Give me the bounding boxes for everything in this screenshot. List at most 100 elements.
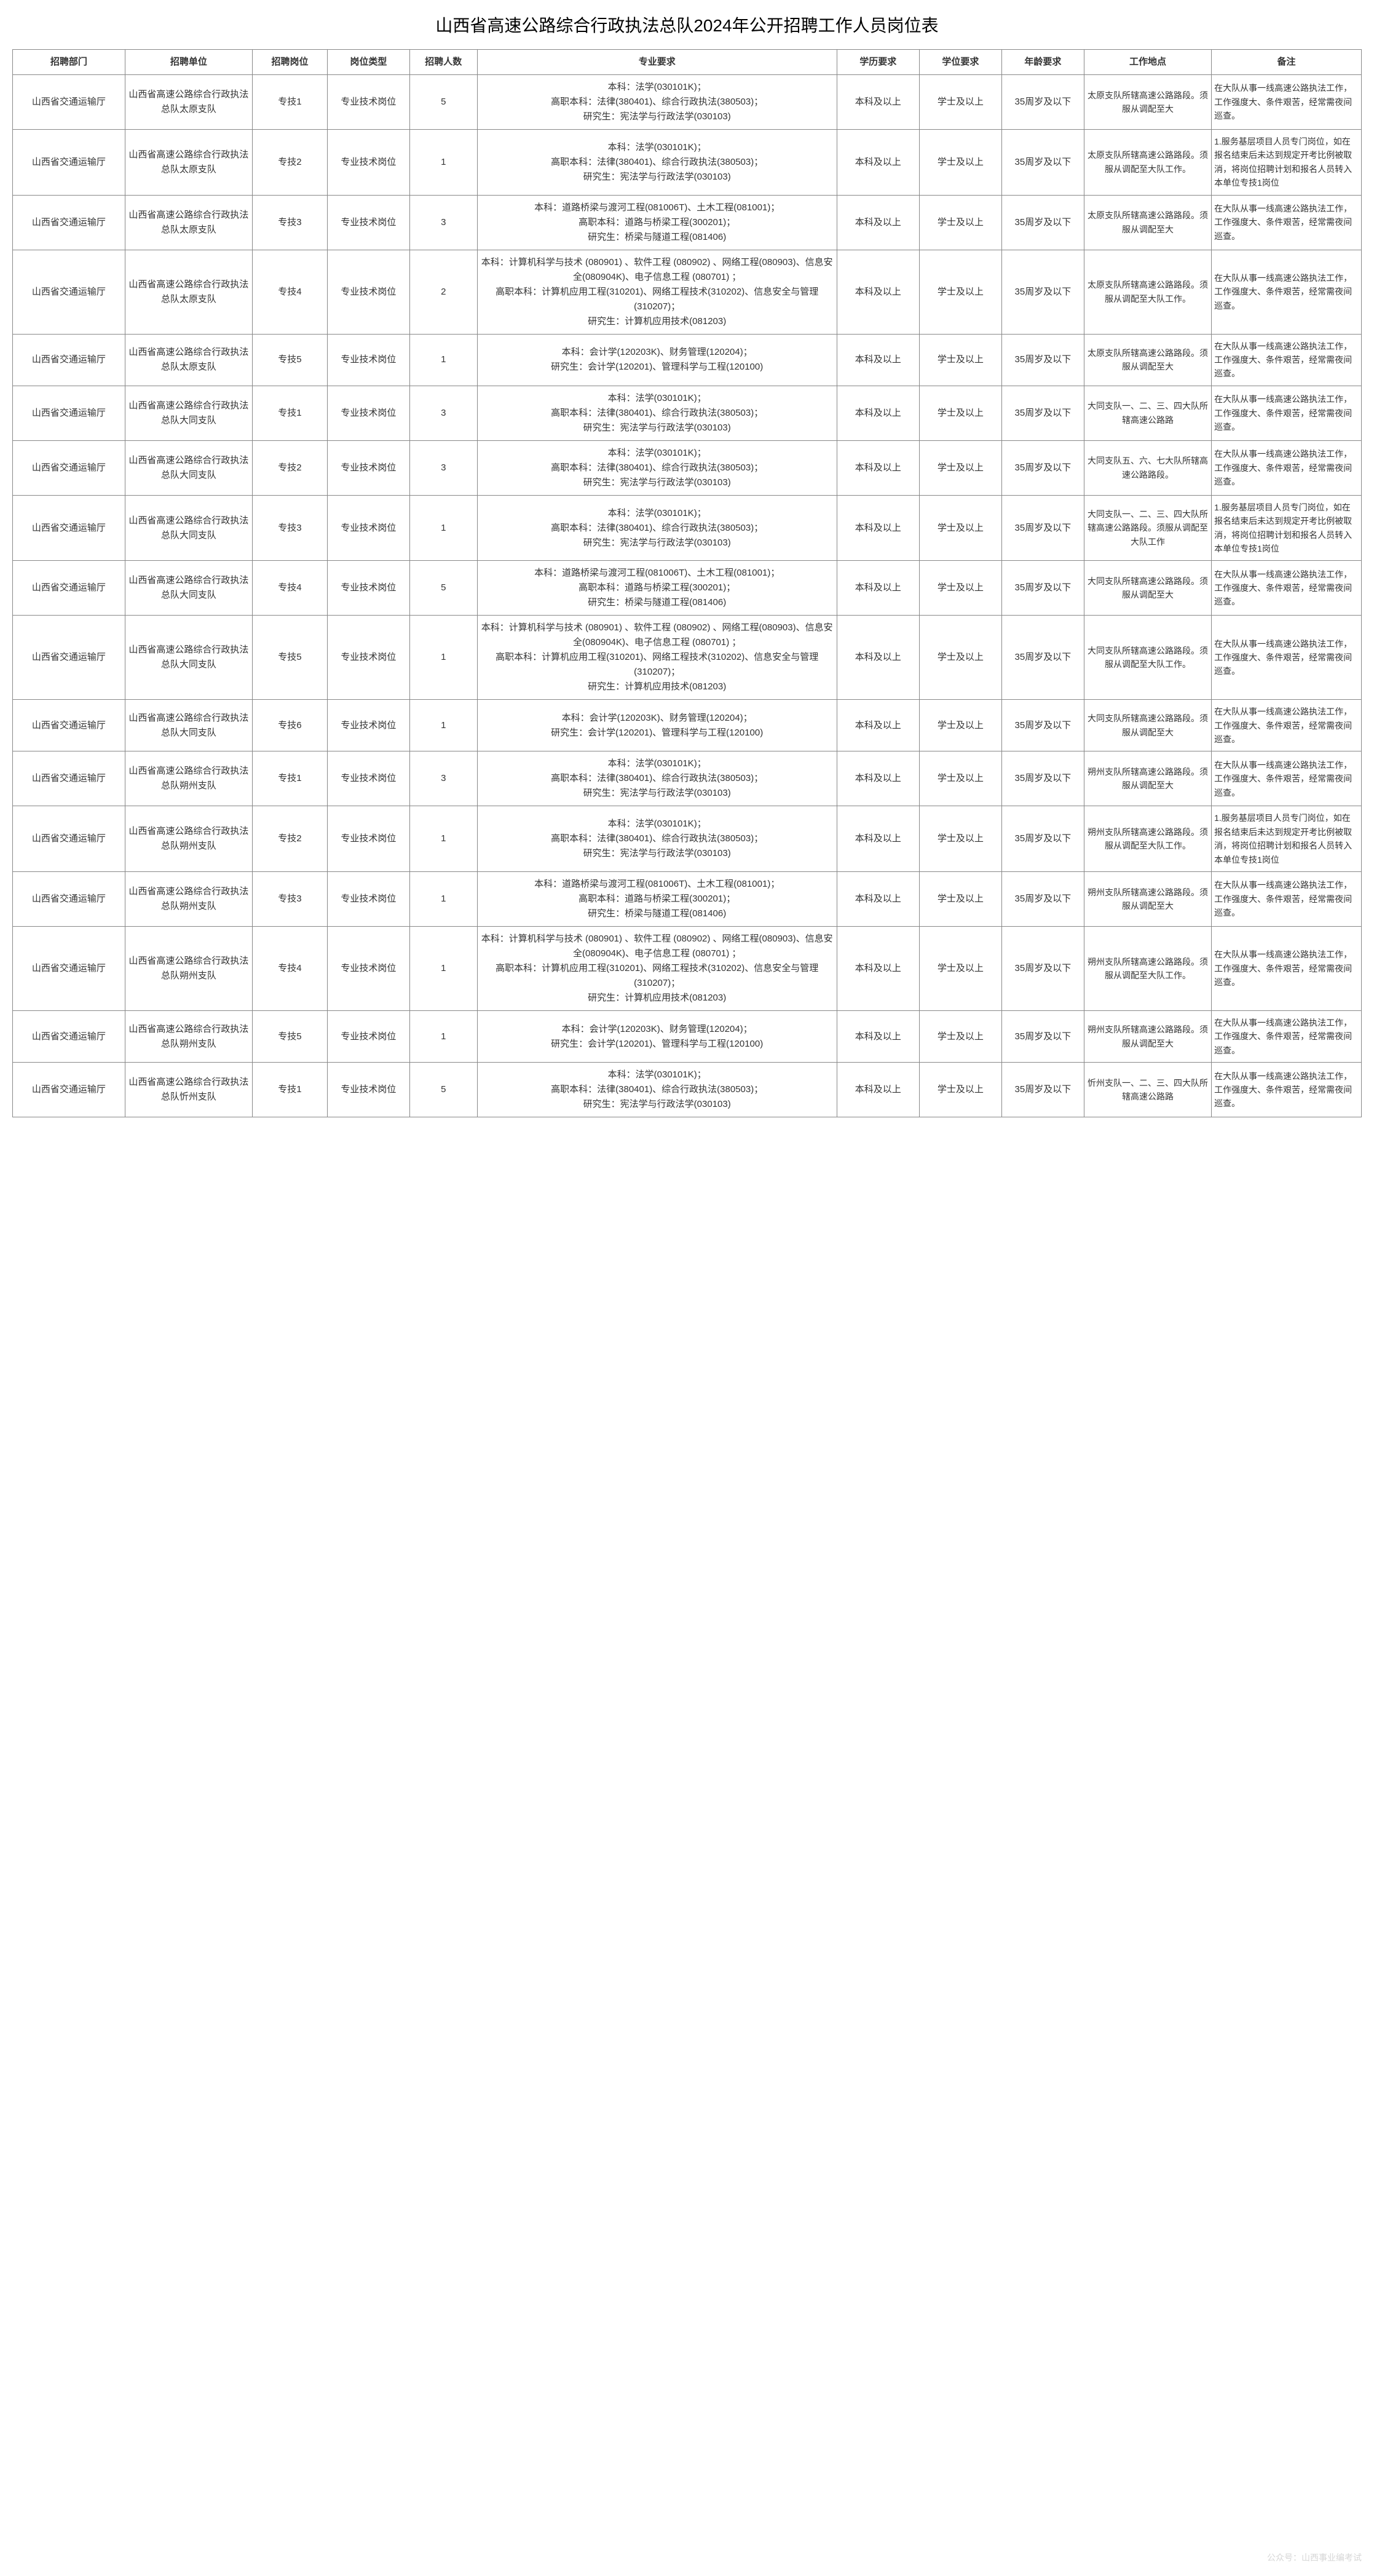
dept-cell: 山西省交通运输厅 (13, 700, 125, 751)
count-cell: 3 (409, 751, 477, 806)
remark-cell: 在大队从事一线高速公路执法工作，工作强度大、条件艰苦，经常需夜间巡查。 (1212, 440, 1362, 495)
unit-cell: 山西省高速公路综合行政执法总队朔州支队 (125, 872, 252, 927)
page-title: 山西省高速公路综合行政执法总队2024年公开招聘工作人员岗位表 (12, 12, 1362, 37)
major-cell: 本科：会计学(120203K)、财务管理(120204)；研究生：会计学(120… (477, 700, 837, 751)
edu-cell: 本科及以上 (837, 386, 919, 440)
age-cell: 35周岁及以下 (1001, 700, 1084, 751)
post-cell: 专技5 (253, 1011, 328, 1063)
dept-cell: 山西省交通运输厅 (13, 561, 125, 616)
table-row: 山西省交通运输厅山西省高速公路综合行政执法总队大同支队专技2专业技术岗位3本科：… (13, 440, 1362, 495)
major-cell: 本科：计算机科学与技术 (080901) 、软件工程 (080902) 、网络工… (477, 616, 837, 700)
age-cell: 35周岁及以下 (1001, 386, 1084, 440)
dept-cell: 山西省交通运输厅 (13, 130, 125, 196)
location-cell: 太原支队所辖高速公路路段。须服从调配至大 (1084, 75, 1211, 130)
unit-cell: 山西省高速公路综合行政执法总队太原支队 (125, 130, 252, 196)
table-row: 山西省交通运输厅山西省高速公路综合行政执法总队朔州支队专技3专业技术岗位1本科：… (13, 872, 1362, 927)
post-cell: 专技1 (253, 1063, 328, 1117)
major-cell: 本科：法学(030101K)；高职本科：法律(380401)、综合行政执法(38… (477, 1063, 837, 1117)
post-cell: 专技1 (253, 386, 328, 440)
table-header-row: 招聘部门 招聘单位 招聘岗位 岗位类型 招聘人数 专业要求 学历要求 学位要求 … (13, 50, 1362, 75)
dept-cell: 山西省交通运输厅 (13, 751, 125, 806)
degree-cell: 学士及以上 (919, 806, 1001, 872)
remark-cell: 在大队从事一线高速公路执法工作，工作强度大、条件艰苦，经常需夜间巡查。 (1212, 195, 1362, 250)
location-cell: 大同支队一、二、三、四大队所辖高速公路路段。须服从调配至大队工作 (1084, 495, 1211, 561)
edu-cell: 本科及以上 (837, 334, 919, 386)
table-row: 山西省交通运输厅山西省高速公路综合行政执法总队大同支队专技6专业技术岗位1本科：… (13, 700, 1362, 751)
location-cell: 太原支队所辖高速公路路段。须服从调配至大队工作。 (1084, 250, 1211, 334)
table-row: 山西省交通运输厅山西省高速公路综合行政执法总队朔州支队专技1专业技术岗位3本科：… (13, 751, 1362, 806)
age-cell: 35周岁及以下 (1001, 927, 1084, 1011)
degree-cell: 学士及以上 (919, 1063, 1001, 1117)
header-degree: 学位要求 (919, 50, 1001, 75)
location-cell: 大同支队所辖高速公路路段。须服从调配至大队工作。 (1084, 616, 1211, 700)
edu-cell: 本科及以上 (837, 561, 919, 616)
major-cell: 本科：法学(030101K)；高职本科：法律(380401)、综合行政执法(38… (477, 130, 837, 196)
unit-cell: 山西省高速公路综合行政执法总队大同支队 (125, 386, 252, 440)
remark-cell: 在大队从事一线高速公路执法工作，工作强度大、条件艰苦，经常需夜间巡查。 (1212, 334, 1362, 386)
dept-cell: 山西省交通运输厅 (13, 806, 125, 872)
dept-cell: 山西省交通运输厅 (13, 250, 125, 334)
remark-cell: 在大队从事一线高速公路执法工作，工作强度大、条件艰苦，经常需夜间巡查。 (1212, 1011, 1362, 1063)
degree-cell: 学士及以上 (919, 927, 1001, 1011)
type-cell: 专业技术岗位 (327, 700, 409, 751)
count-cell: 1 (409, 872, 477, 927)
table-row: 山西省交通运输厅山西省高速公路综合行政执法总队朔州支队专技4专业技术岗位1本科：… (13, 927, 1362, 1011)
degree-cell: 学士及以上 (919, 440, 1001, 495)
degree-cell: 学士及以上 (919, 1011, 1001, 1063)
post-cell: 专技2 (253, 130, 328, 196)
type-cell: 专业技术岗位 (327, 616, 409, 700)
degree-cell: 学士及以上 (919, 872, 1001, 927)
age-cell: 35周岁及以下 (1001, 195, 1084, 250)
major-cell: 本科：道路桥梁与渡河工程(081006T)、土木工程(081001)；高职本科：… (477, 195, 837, 250)
remark-cell: 在大队从事一线高速公路执法工作，工作强度大、条件艰苦，经常需夜间巡查。 (1212, 616, 1362, 700)
remark-cell: 1.服务基层项目人员专门岗位，如在报名结束后未达到规定开考比例被取消，将岗位招聘… (1212, 130, 1362, 196)
remark-cell: 1.服务基层项目人员专门岗位，如在报名结束后未达到规定开考比例被取消，将岗位招聘… (1212, 806, 1362, 872)
count-cell: 1 (409, 334, 477, 386)
unit-cell: 山西省高速公路综合行政执法总队朔州支队 (125, 751, 252, 806)
location-cell: 太原支队所辖高速公路路段。须服从调配至大 (1084, 195, 1211, 250)
major-cell: 本科：计算机科学与技术 (080901) 、软件工程 (080902) 、网络工… (477, 250, 837, 334)
remark-cell: 在大队从事一线高速公路执法工作，工作强度大、条件艰苦，经常需夜间巡查。 (1212, 927, 1362, 1011)
post-cell: 专技3 (253, 872, 328, 927)
header-remark: 备注 (1212, 50, 1362, 75)
major-cell: 本科：法学(030101K)；高职本科：法律(380401)、综合行政执法(38… (477, 386, 837, 440)
header-dept: 招聘部门 (13, 50, 125, 75)
type-cell: 专业技术岗位 (327, 130, 409, 196)
post-cell: 专技3 (253, 495, 328, 561)
table-row: 山西省交通运输厅山西省高速公路综合行政执法总队忻州支队专技1专业技术岗位5本科：… (13, 1063, 1362, 1117)
unit-cell: 山西省高速公路综合行政执法总队大同支队 (125, 561, 252, 616)
degree-cell: 学士及以上 (919, 75, 1001, 130)
edu-cell: 本科及以上 (837, 872, 919, 927)
unit-cell: 山西省高速公路综合行政执法总队忻州支队 (125, 1063, 252, 1117)
degree-cell: 学士及以上 (919, 250, 1001, 334)
count-cell: 1 (409, 130, 477, 196)
type-cell: 专业技术岗位 (327, 751, 409, 806)
unit-cell: 山西省高速公路综合行政执法总队大同支队 (125, 495, 252, 561)
dept-cell: 山西省交通运输厅 (13, 334, 125, 386)
type-cell: 专业技术岗位 (327, 561, 409, 616)
table-row: 山西省交通运输厅山西省高速公路综合行政执法总队太原支队专技1专业技术岗位5本科：… (13, 75, 1362, 130)
edu-cell: 本科及以上 (837, 75, 919, 130)
age-cell: 35周岁及以下 (1001, 495, 1084, 561)
header-type: 岗位类型 (327, 50, 409, 75)
edu-cell: 本科及以上 (837, 1011, 919, 1063)
remark-cell: 在大队从事一线高速公路执法工作，工作强度大、条件艰苦，经常需夜间巡查。 (1212, 75, 1362, 130)
age-cell: 35周岁及以下 (1001, 75, 1084, 130)
header-edu: 学历要求 (837, 50, 919, 75)
unit-cell: 山西省高速公路综合行政执法总队大同支队 (125, 440, 252, 495)
dept-cell: 山西省交通运输厅 (13, 616, 125, 700)
count-cell: 1 (409, 1011, 477, 1063)
count-cell: 2 (409, 250, 477, 334)
age-cell: 35周岁及以下 (1001, 250, 1084, 334)
location-cell: 大同支队所辖高速公路路段。须服从调配至大 (1084, 700, 1211, 751)
table-row: 山西省交通运输厅山西省高速公路综合行政执法总队朔州支队专技5专业技术岗位1本科：… (13, 1011, 1362, 1063)
remark-cell: 在大队从事一线高速公路执法工作，工作强度大、条件艰苦，经常需夜间巡查。 (1212, 751, 1362, 806)
type-cell: 专业技术岗位 (327, 495, 409, 561)
age-cell: 35周岁及以下 (1001, 751, 1084, 806)
unit-cell: 山西省高速公路综合行政执法总队太原支队 (125, 334, 252, 386)
header-major: 专业要求 (477, 50, 837, 75)
dept-cell: 山西省交通运输厅 (13, 1063, 125, 1117)
degree-cell: 学士及以上 (919, 195, 1001, 250)
unit-cell: 山西省高速公路综合行政执法总队太原支队 (125, 195, 252, 250)
type-cell: 专业技术岗位 (327, 872, 409, 927)
